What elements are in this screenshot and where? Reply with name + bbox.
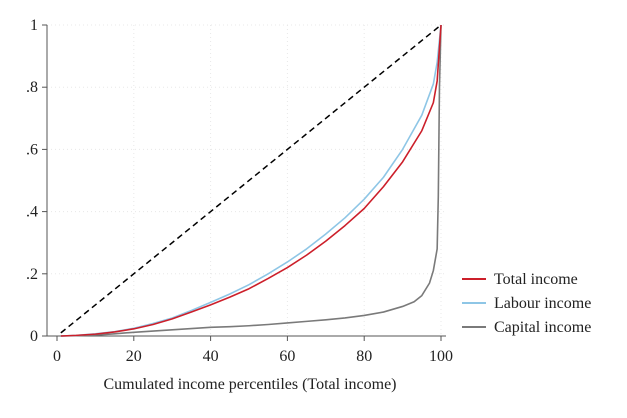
axes-layer bbox=[46, 25, 446, 337]
x-tick-label: 0 bbox=[53, 348, 61, 365]
x-tick-label: 20 bbox=[126, 348, 142, 365]
grid-layer bbox=[47, 24, 446, 336]
y-tick-label: 0 bbox=[30, 328, 38, 345]
ticks-layer: 0 20 40 60 80 100 0 .2 .4 .6 .8 1 bbox=[26, 17, 453, 365]
series-layer bbox=[60, 24, 442, 337]
equality-line bbox=[60, 24, 442, 334]
x-tick-label: 60 bbox=[279, 348, 295, 365]
legend-label-labour-income: Labour income bbox=[494, 295, 591, 312]
x-tick-label: 40 bbox=[203, 348, 219, 365]
y-tick-label: .4 bbox=[26, 204, 38, 221]
y-tick-label: .8 bbox=[26, 79, 38, 96]
y-tick-label: 1 bbox=[30, 17, 38, 34]
x-axis-title: Cumulated income percentiles (Total inco… bbox=[104, 376, 397, 393]
x-tick-label: 100 bbox=[429, 348, 453, 365]
legend: Total income Labour income Capital income bbox=[462, 271, 591, 336]
legend-label-capital-income: Capital income bbox=[494, 319, 591, 336]
series-line-capital-income bbox=[60, 24, 442, 337]
x-tick-label: 80 bbox=[356, 348, 372, 365]
series-line-total-income bbox=[60, 24, 442, 337]
legend-label-total-income: Total income bbox=[494, 271, 578, 288]
y-tick-label: .6 bbox=[26, 141, 38, 158]
y-tick-label: .2 bbox=[26, 266, 38, 283]
